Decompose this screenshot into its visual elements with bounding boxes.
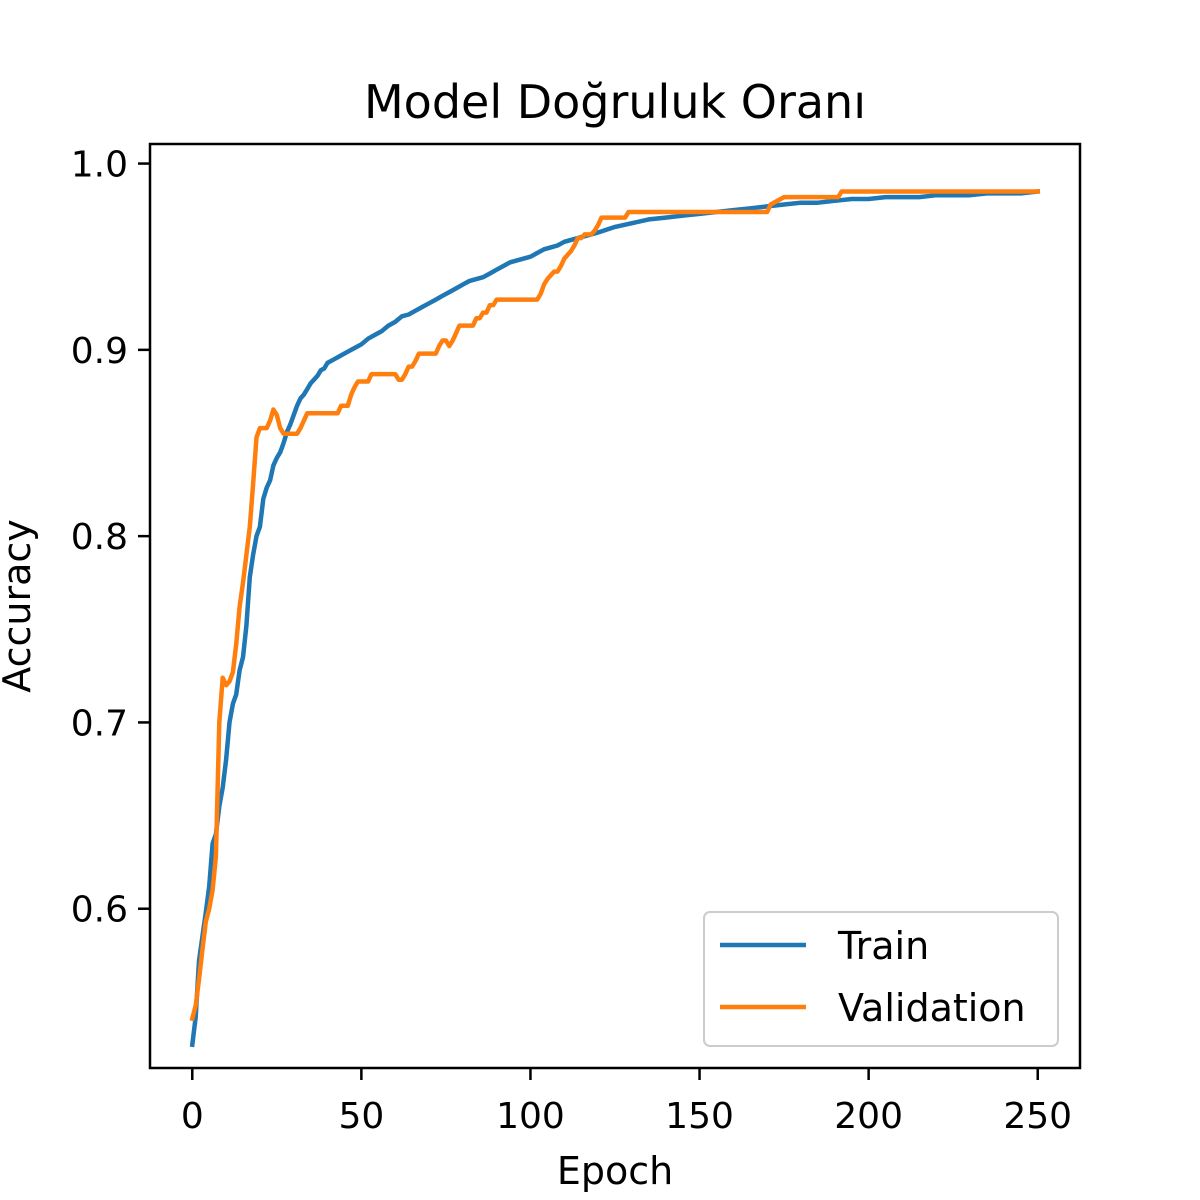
y-axis-label: Accuracy — [0, 519, 39, 693]
x-tick-label: 100 — [496, 1096, 565, 1137]
legend-label-validation: Validation — [838, 986, 1026, 1030]
plot-frame — [148, 142, 1082, 1070]
x-axis-ticks: 0 50 100 150 200 250 — [181, 1068, 1072, 1137]
x-tick-label: 50 — [338, 1096, 384, 1137]
y-tick-label: 0.7 — [71, 703, 128, 744]
y-tick-label: 0.9 — [71, 331, 128, 372]
y-tick-label: 0.6 — [71, 890, 128, 931]
legend: Train Validation — [703, 911, 1059, 1047]
x-tick-label: 150 — [665, 1096, 734, 1137]
y-tick-label: 0.8 — [71, 517, 128, 558]
legend-label-train: Train — [837, 924, 929, 968]
x-tick-label: 200 — [834, 1096, 903, 1137]
y-axis-ticks: 0.6 0.7 0.8 0.9 1.0 — [71, 145, 150, 931]
chart-title: Model Doğruluk Oranı — [364, 75, 866, 129]
x-axis-label: Epoch — [557, 1149, 673, 1193]
series-line-train — [189, 189, 1041, 1048]
plot-lines — [189, 189, 1041, 1048]
y-tick-label: 1.0 — [71, 145, 128, 186]
x-tick-label: 250 — [1003, 1096, 1072, 1137]
series-line-validation — [189, 189, 1040, 1022]
x-tick-label: 0 — [181, 1096, 204, 1137]
